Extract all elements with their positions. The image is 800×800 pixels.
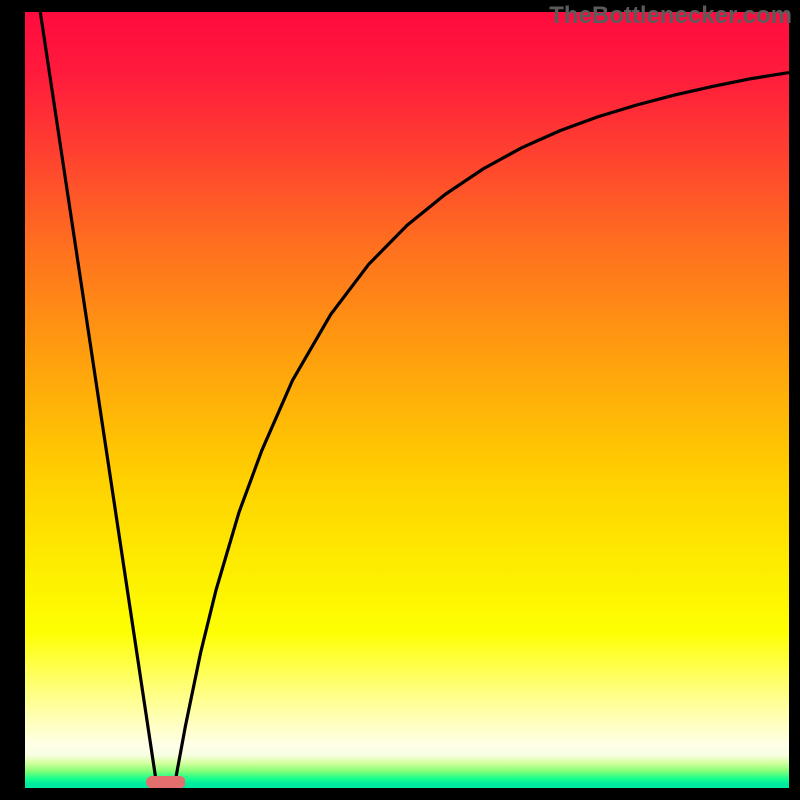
watermark-text: TheBottlenecker.com bbox=[549, 2, 792, 30]
curve-right bbox=[174, 73, 789, 788]
curve-left bbox=[40, 12, 157, 788]
chart-curves bbox=[25, 12, 789, 788]
optimal-marker bbox=[146, 776, 186, 788]
plot-area bbox=[25, 12, 789, 788]
bottleneck-chart: TheBottlenecker.com bbox=[0, 0, 800, 800]
